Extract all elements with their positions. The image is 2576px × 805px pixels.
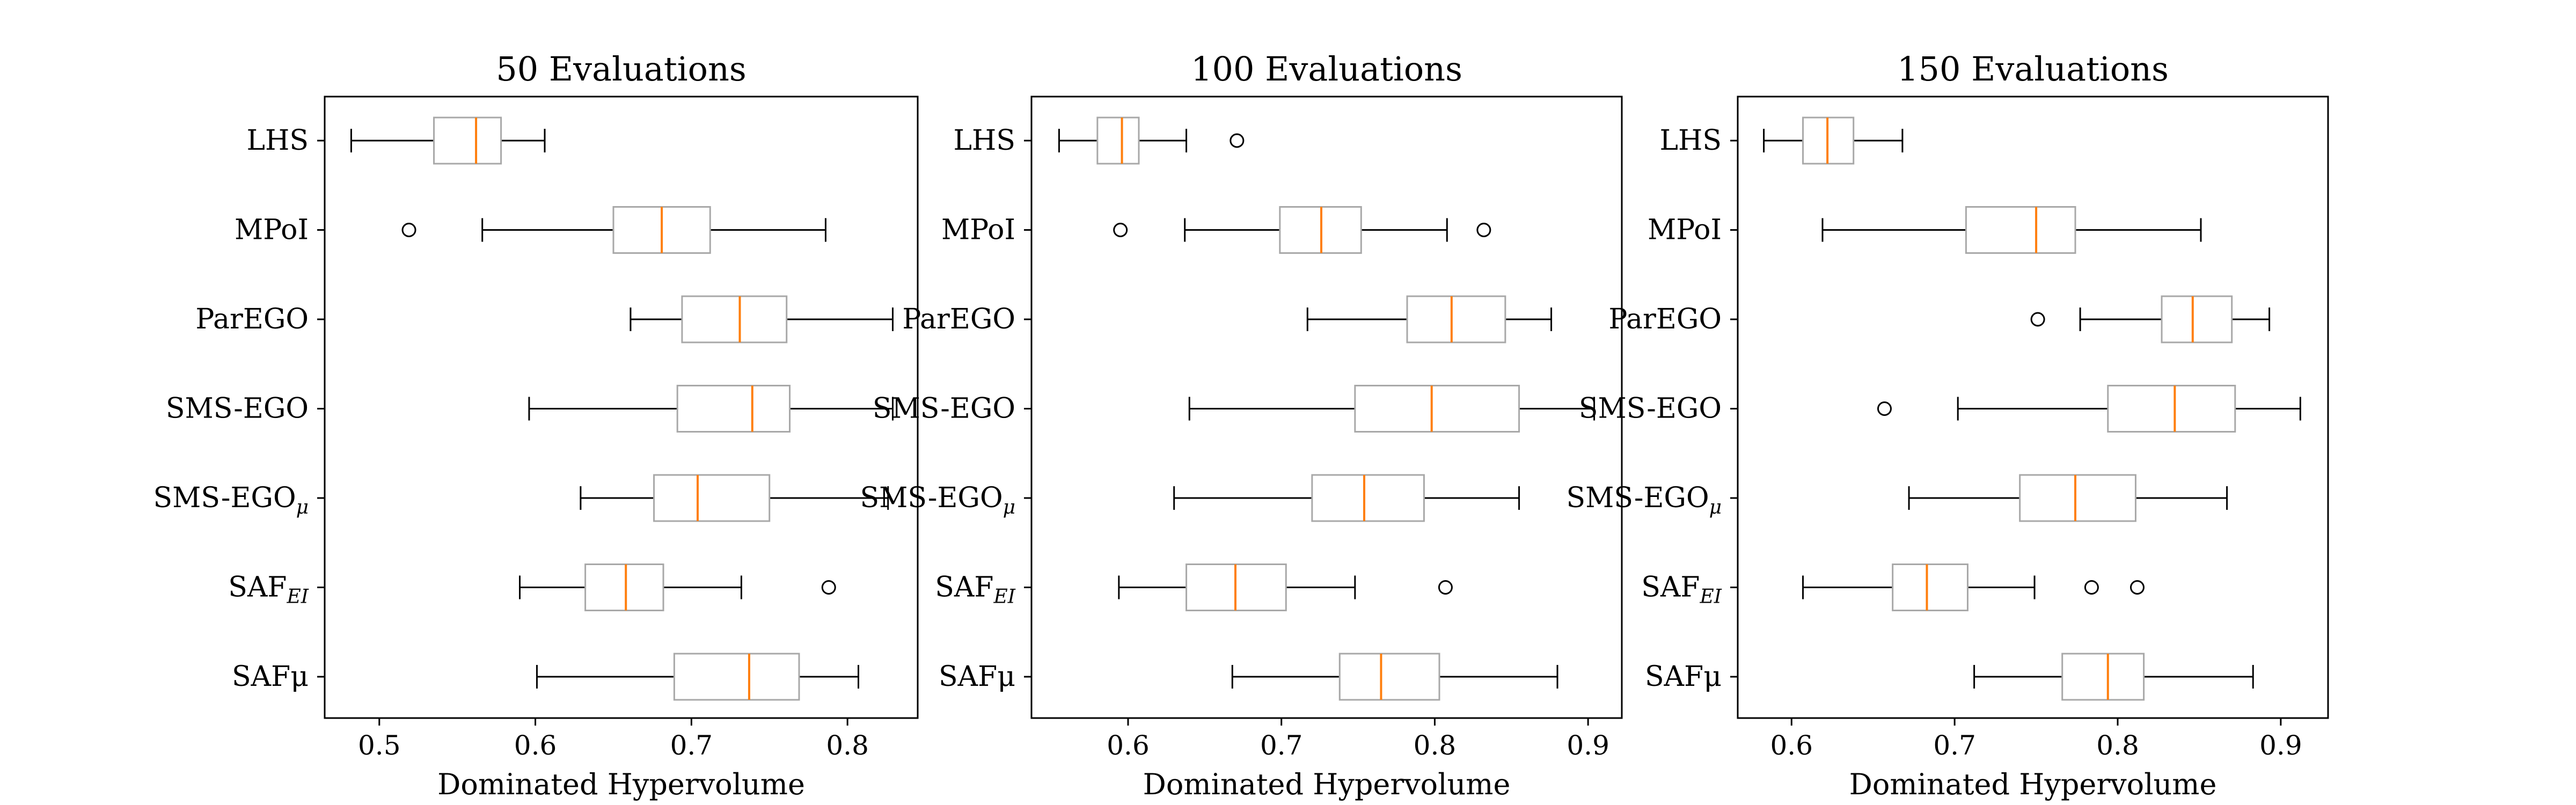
x-tick-label: 0.8 [1414, 730, 1457, 761]
panel-title: 50 Evaluations [496, 49, 746, 89]
category-label: MPoI [235, 214, 309, 246]
category-label: LHS [953, 125, 1015, 157]
box-iqr [676, 385, 791, 433]
x-tick-label: 0.8 [826, 730, 869, 761]
x-tick-label: 0.6 [1770, 730, 1813, 761]
category-label: ParEGO [902, 303, 1015, 335]
box-iqr [673, 653, 800, 701]
outlier-point [1113, 223, 1128, 237]
plot-frame [1737, 96, 2329, 719]
plot-frame [1030, 96, 1623, 719]
x-tick-label: 0.5 [358, 730, 401, 761]
plot-frame [324, 96, 919, 719]
category-label: ParEGO [195, 303, 309, 335]
chart-panel-3: 150 Evaluations 0.6 0.7 0.8 0.9 Dominated Hyp… [1567, 49, 2329, 801]
category-label: SAFμ [232, 661, 309, 693]
outlier-point [2030, 312, 2045, 327]
x-tick-label: 0.7 [1933, 730, 1976, 761]
x-tick-label: 0.8 [2096, 730, 2139, 761]
category-label: LHS [1659, 125, 1722, 157]
outlier-point [2084, 580, 2099, 595]
box-iqr [1406, 295, 1506, 343]
x-tick-label: 0.7 [1260, 730, 1303, 761]
box-iqr [1096, 116, 1140, 165]
x-tick-label: 0.9 [2259, 730, 2302, 761]
outlier-point [821, 580, 836, 595]
box-iqr [584, 564, 664, 611]
category-label: SMS-EGO [873, 393, 1015, 425]
box-iqr [681, 295, 788, 343]
category-label: MPoI [1648, 214, 1722, 246]
x-tick-label: 0.7 [670, 730, 713, 761]
box-iqr [1311, 474, 1425, 522]
x-axis-label: Dominated Hypervolume [1143, 767, 1511, 801]
x-tick-label: 0.6 [514, 730, 557, 761]
box-iqr [2161, 295, 2233, 343]
category-label: SMS-EGOμ [153, 482, 309, 518]
box-iqr [2061, 653, 2145, 701]
panel-title: 150 Evaluations [1897, 49, 2169, 89]
outlier-point [1438, 580, 1453, 595]
category-label: SMS-EGOμ [1567, 482, 1722, 518]
outlier-point [2129, 580, 2145, 595]
category-label: SAFEI [935, 572, 1016, 608]
category-label: LHS [246, 125, 309, 157]
outlier-point [401, 223, 416, 237]
category-label: SMS-EGO [1579, 393, 1722, 425]
x-tick-label: 0.9 [1567, 730, 1609, 761]
x-tick-label: 0.6 [1107, 730, 1150, 761]
category-label: SAFEI [1641, 572, 1722, 608]
category-label: SMS-EGOμ [860, 482, 1016, 518]
outlier-point [1476, 223, 1491, 237]
chart-panel-1: 50 Evaluations 0.5 0.6 0.7 0.8 Dominated Hype… [153, 49, 919, 801]
outlier-point [1877, 401, 1892, 416]
box-iqr [1354, 385, 1520, 433]
category-label: SAFEI [228, 572, 309, 608]
box-iqr [653, 474, 771, 522]
outlier-point [1230, 133, 1245, 148]
category-label: SMS-EGO [166, 393, 309, 425]
category-label: SAFμ [1645, 661, 1722, 693]
category-label: SAFμ [939, 661, 1015, 693]
category-label: MPoI [941, 214, 1015, 246]
x-axis-label: Dominated Hypervolume [437, 767, 805, 801]
box-iqr [1892, 564, 1968, 611]
category-label: ParEGO [1608, 303, 1722, 335]
x-axis-label: Dominated Hypervolume [1849, 767, 2217, 801]
box-iqr [1338, 653, 1440, 701]
box-iqr [2107, 385, 2236, 433]
panel-title: 100 Evaluations [1191, 49, 1462, 89]
box-iqr [2019, 474, 2136, 522]
chart-panel-2: 100 Evaluations 0.6 0.7 0.8 0.9 Dominated Hyp… [860, 49, 1623, 801]
box-iqr [433, 116, 502, 165]
box-iqr [1965, 206, 2076, 254]
